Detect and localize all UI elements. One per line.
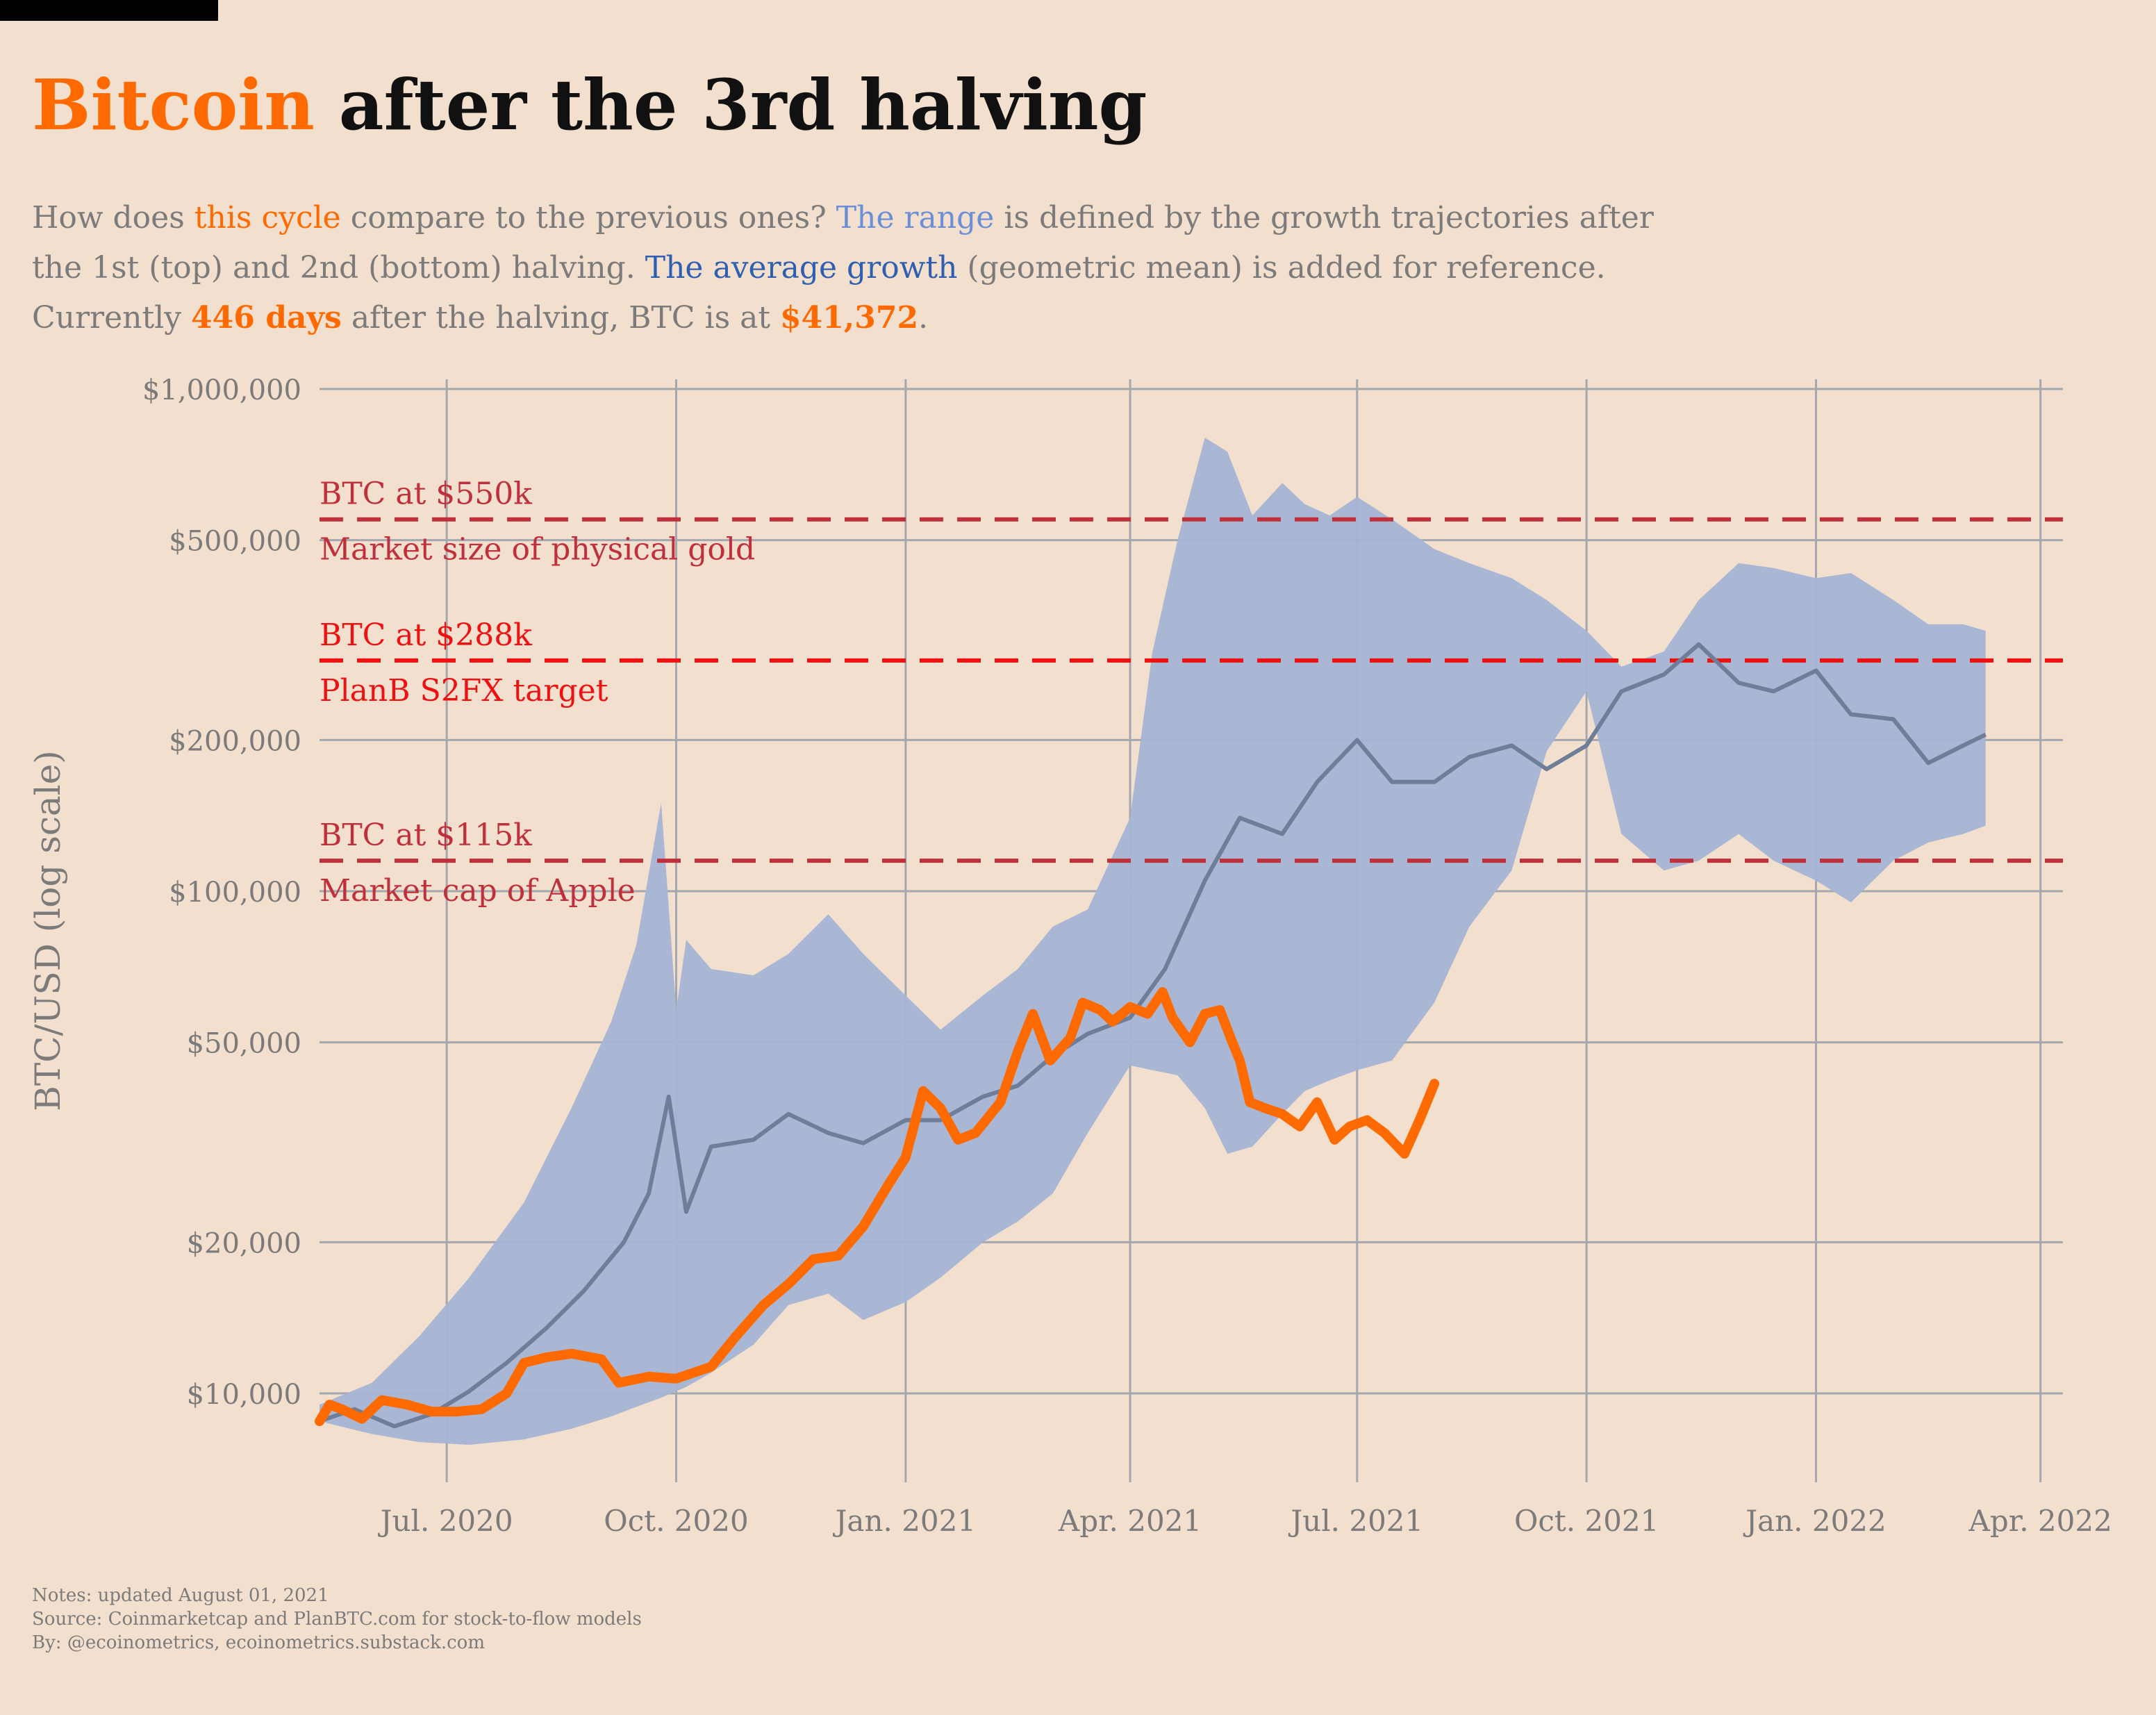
x-tick-label: Jul. 2021 — [1288, 1504, 1423, 1538]
notes-updated: Notes: updated August 01, 2021 — [32, 1585, 329, 1606]
subtitle-days: 446 days — [191, 300, 342, 335]
subtitle-price: $41,372 — [780, 300, 919, 335]
title-highlight: Bitcoin — [32, 64, 315, 146]
chart-title: Bitcoin after the 3rd halving — [32, 67, 1147, 143]
top-accent-bar — [0, 0, 218, 21]
reference-label-above: BTC at $550k — [320, 477, 532, 512]
notes-by: By: @ecoinometrics, ecoinometrics.substa… — [32, 1632, 485, 1653]
notes-source: Source: Coinmarketcap and PlanBTC.com fo… — [32, 1609, 642, 1630]
y-tick-label: $50,000 — [187, 1028, 301, 1060]
x-tick-label: Jan. 2022 — [1743, 1504, 1886, 1538]
reference-label-below: PlanB S2FX target — [320, 673, 608, 709]
chart-subtitle: How does this cycle compare to the previ… — [32, 193, 1699, 343]
reference-lines: BTC at $550k Market size of physical gold… — [320, 477, 2063, 909]
title-rest: after the 3rd halving — [314, 64, 1147, 146]
axis-labels: $10,000 $20,000 $50,000 $100,000 $200,000 $50… — [142, 374, 2112, 1538]
subtitle-text: compare to the previous ones? — [340, 200, 836, 235]
y-axis-title: BTC/USD (log scale) — [28, 750, 68, 1111]
subtitle-text: How does — [32, 200, 194, 235]
x-tick-label: Apr. 2021 — [1058, 1504, 1202, 1538]
subtitle-text: after the halving, BTC is at — [341, 300, 781, 335]
x-tick-label: Jul. 2020 — [378, 1504, 513, 1538]
subtitle-text: (geometric mean) is added for reference.… — [32, 250, 1606, 335]
x-tick-label: Jan. 2021 — [833, 1504, 977, 1538]
range-band — [320, 438, 1986, 1445]
x-tick-label: Oct. 2020 — [604, 1504, 748, 1538]
subtitle-text: . — [918, 300, 929, 335]
average-growth-line — [319, 642, 1987, 1429]
subtitle-text: is defined by the growth trajectories af… — [32, 200, 1654, 285]
this-cycle-line — [315, 987, 1440, 1427]
range-band-layer — [320, 438, 1986, 1445]
subtitle-this-cycle: this cycle — [194, 200, 341, 235]
subtitle-range: The range — [836, 200, 995, 235]
y-tick-label: $1,000,000 — [142, 374, 301, 406]
series-lines — [315, 642, 1987, 1429]
notes: Notes: updated August 01, 2021 Source: C… — [32, 1584, 642, 1655]
reference-label-above: BTC at $288k — [320, 618, 532, 653]
y-tick-label: $100,000 — [169, 877, 301, 909]
y-tick-label: $10,000 — [187, 1379, 301, 1411]
reference-label-below: Market cap of Apple — [320, 873, 636, 909]
reference-label-above: BTC at $115k — [320, 818, 532, 853]
subtitle-average-growth: The average growth — [645, 250, 958, 285]
x-tick-label: Apr. 2022 — [1968, 1504, 2112, 1538]
reference-label-below: Market size of physical gold — [320, 532, 755, 567]
y-tick-label: $20,000 — [187, 1227, 301, 1259]
y-tick-label: $200,000 — [169, 725, 301, 757]
y-tick-label: $500,000 — [169, 526, 301, 558]
x-tick-label: Oct. 2021 — [1514, 1504, 1659, 1538]
